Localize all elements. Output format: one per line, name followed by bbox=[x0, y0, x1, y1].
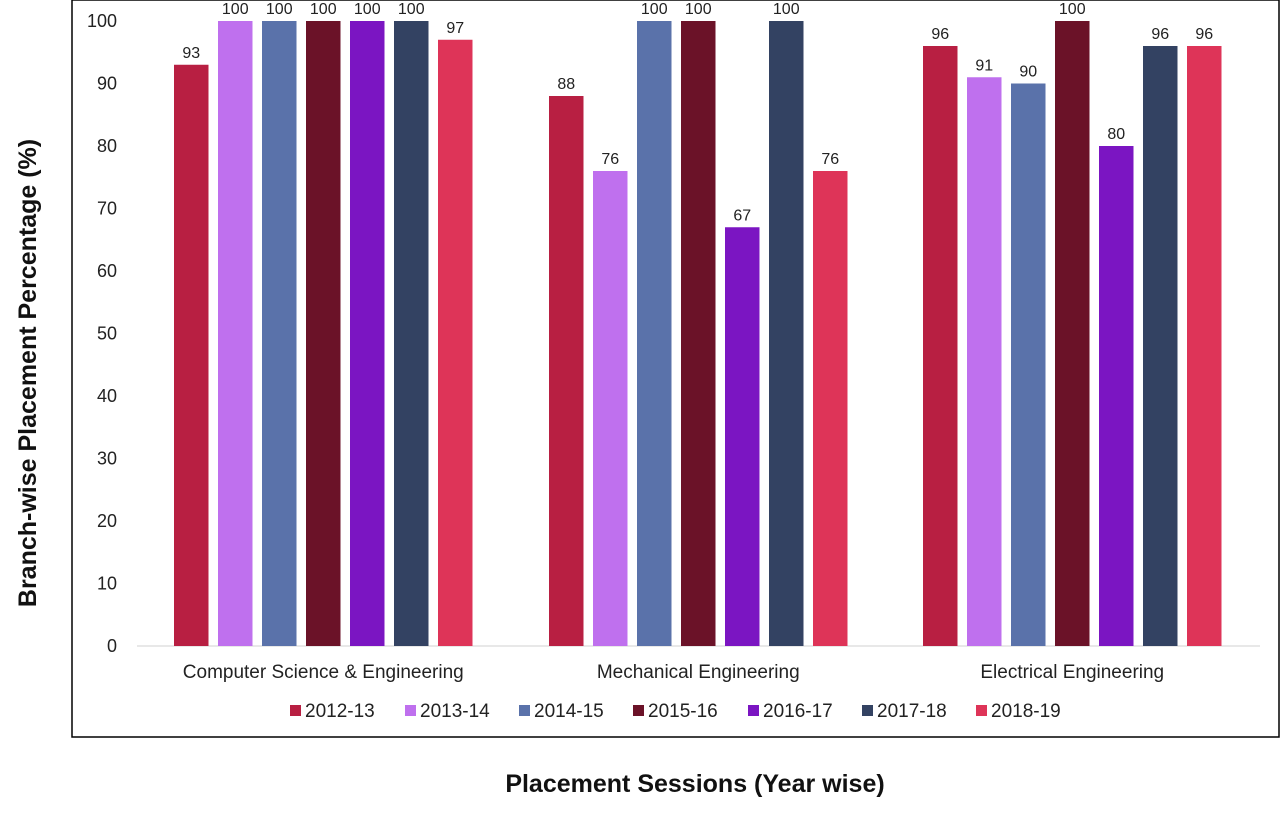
bar-value-label: 96 bbox=[1151, 26, 1169, 43]
bar-value-label: 100 bbox=[266, 1, 293, 18]
bar bbox=[593, 171, 628, 646]
y-tick-label: 40 bbox=[97, 386, 117, 406]
bar-value-label: 96 bbox=[1195, 26, 1213, 43]
bar-value-label: 100 bbox=[310, 1, 337, 18]
y-axis-label: Branch-wise Placement Percentage (%) bbox=[14, 139, 42, 607]
bar-value-label: 100 bbox=[641, 1, 668, 18]
bar bbox=[549, 96, 584, 646]
bar bbox=[306, 21, 341, 646]
legend-swatch bbox=[862, 705, 873, 716]
bar-value-label: 96 bbox=[931, 26, 949, 43]
bar-value-label: 100 bbox=[773, 1, 800, 18]
bar bbox=[174, 64, 209, 646]
bar bbox=[637, 21, 672, 646]
bar bbox=[681, 21, 716, 646]
bar-value-label: 100 bbox=[685, 1, 712, 18]
bars bbox=[174, 21, 1222, 646]
bar bbox=[967, 77, 1002, 646]
bar-value-label: 80 bbox=[1107, 126, 1125, 143]
bar-value-label: 76 bbox=[821, 151, 839, 168]
legend-label: 2013-14 bbox=[420, 701, 490, 722]
bar bbox=[350, 21, 385, 646]
legend-label: 2014-15 bbox=[534, 701, 604, 722]
bar-value-label: 76 bbox=[601, 151, 619, 168]
bar bbox=[1143, 46, 1178, 646]
bar bbox=[1187, 46, 1222, 646]
bar bbox=[1099, 146, 1134, 646]
bar-value-label: 97 bbox=[446, 20, 464, 37]
y-tick-label: 70 bbox=[97, 199, 117, 219]
y-tick-label: 100 bbox=[87, 11, 117, 31]
legend-label: 2016-17 bbox=[763, 701, 833, 722]
y-tick-label: 80 bbox=[97, 136, 117, 156]
bar-value-label: 91 bbox=[975, 57, 993, 74]
chart-frame bbox=[71, 0, 1280, 738]
bar bbox=[438, 39, 473, 646]
bar-value-label: 100 bbox=[354, 1, 381, 18]
legend-label: 2017-18 bbox=[877, 701, 947, 722]
y-tick-label: 30 bbox=[97, 449, 117, 469]
bar bbox=[262, 21, 297, 646]
bar bbox=[1011, 83, 1046, 646]
y-tick-label: 10 bbox=[97, 574, 117, 594]
legend-swatch bbox=[290, 705, 301, 716]
bar bbox=[923, 46, 958, 646]
y-tick-label: 90 bbox=[97, 74, 117, 94]
legend: 2012-13 2013-14 2014-15 2015-16 2016-17 2017-… bbox=[290, 701, 1061, 722]
legend-swatch bbox=[976, 705, 987, 716]
data-labels: 93 100 100 100 100 100 97 88 76 100 100 67 100 76 96 91… bbox=[182, 1, 1213, 224]
legend-label: 2012-13 bbox=[305, 701, 375, 722]
bar-value-label: 93 bbox=[182, 45, 200, 62]
y-ticks: 0 10 20 30 40 50 60 70 80 90 100 bbox=[87, 11, 117, 656]
legend-swatch bbox=[748, 705, 759, 716]
bar-value-label: 100 bbox=[398, 1, 425, 18]
bar-value-label: 88 bbox=[557, 76, 575, 93]
bar bbox=[394, 21, 429, 646]
legend-label: 2015-16 bbox=[648, 701, 718, 722]
bar-value-label: 100 bbox=[222, 1, 249, 18]
y-tick-label: 20 bbox=[97, 511, 117, 531]
y-tick-label: 0 bbox=[107, 636, 117, 656]
bar bbox=[1055, 21, 1090, 646]
y-tick-label: 50 bbox=[97, 324, 117, 344]
legend-swatch bbox=[633, 705, 644, 716]
bar bbox=[813, 171, 848, 646]
category-label: Mechanical Engineering bbox=[597, 662, 800, 683]
legend-swatch bbox=[405, 705, 416, 716]
category-label: Computer Science & Engineering bbox=[183, 662, 464, 683]
bar-value-label: 100 bbox=[1059, 1, 1086, 18]
bar-value-label: 67 bbox=[733, 207, 751, 224]
legend-label: 2018-19 bbox=[991, 701, 1061, 722]
x-axis-label: Placement Sessions (Year wise) bbox=[505, 770, 884, 798]
category-labels: Computer Science & Engineering Mechanical… bbox=[183, 662, 1164, 683]
y-tick-label: 60 bbox=[97, 261, 117, 281]
legend-swatch bbox=[519, 705, 530, 716]
bar bbox=[218, 21, 253, 646]
bar bbox=[769, 21, 804, 646]
category-label: Electrical Engineering bbox=[980, 662, 1164, 683]
bar-value-label: 90 bbox=[1019, 64, 1037, 81]
bar bbox=[725, 227, 760, 646]
